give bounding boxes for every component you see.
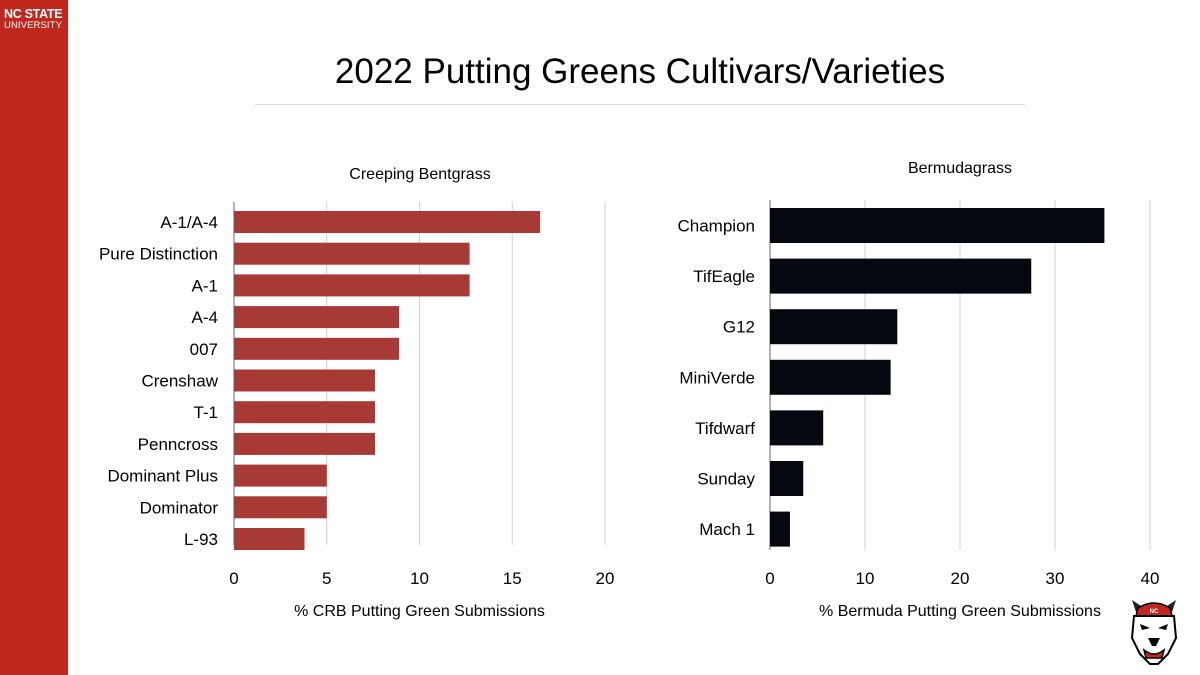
category-label: Crenshaw xyxy=(141,372,218,391)
bar xyxy=(234,432,375,455)
category-label: Penncross xyxy=(138,435,218,454)
bar xyxy=(234,464,327,487)
bar xyxy=(770,208,1105,243)
logo-line1: NC STATE xyxy=(4,7,63,21)
category-label: Champion xyxy=(678,217,756,236)
category-label: TifEagle xyxy=(693,267,755,286)
chart-title: Bermudagrass xyxy=(908,160,1012,177)
category-label: A-1/A-4 xyxy=(160,213,218,232)
bar xyxy=(770,511,790,547)
bar xyxy=(770,461,804,496)
x-axis-label: % CRB Putting Green Submissions xyxy=(294,603,545,620)
x-tick-label: 15 xyxy=(503,569,522,588)
category-label: G12 xyxy=(723,318,755,337)
category-label: Pure Distinction xyxy=(99,245,218,264)
category-label: A-4 xyxy=(192,308,218,327)
bar xyxy=(770,410,824,446)
brand-sidebar: NC STATE UNIVERSITY xyxy=(0,0,68,675)
category-label: A-1 xyxy=(192,276,218,295)
x-tick-label: 20 xyxy=(951,569,970,588)
x-tick-label: 30 xyxy=(1046,569,1065,588)
category-label: T-1 xyxy=(193,403,218,422)
title-divider xyxy=(255,104,1025,105)
category-label: Dominant Plus xyxy=(107,467,218,486)
bar xyxy=(234,306,400,329)
bar xyxy=(234,274,470,297)
bar xyxy=(234,528,305,550)
svg-text:NC: NC xyxy=(1150,609,1159,615)
category-label: L-93 xyxy=(184,530,218,549)
chart-bermudagrass: 0 10 20 30 40 Champion TifEagle G12 MiniVerde Tif… xyxy=(678,160,1160,620)
bar xyxy=(234,401,375,424)
x-tick-label: 0 xyxy=(229,569,238,588)
x-tick-label: 10 xyxy=(856,569,875,588)
bar xyxy=(234,496,327,519)
wolf-mascot-logo: NC xyxy=(1130,600,1178,665)
bar xyxy=(770,258,1032,294)
category-label: 007 xyxy=(190,340,218,359)
chart-title: Creeping Bentgrass xyxy=(349,166,490,183)
x-axis-label: % Bermuda Putting Green Submissions xyxy=(819,603,1101,620)
category-label: Dominator xyxy=(140,498,219,517)
bar xyxy=(234,211,541,233)
category-label: Tifdwarf xyxy=(695,419,755,438)
bar xyxy=(770,309,898,345)
bar xyxy=(234,369,375,392)
bar xyxy=(234,242,470,265)
x-tick-label: 40 xyxy=(1141,569,1160,588)
x-tick-label: 10 xyxy=(410,569,429,588)
category-label: MiniVerde xyxy=(679,368,755,387)
category-label: Sunday xyxy=(697,470,755,489)
category-label: Mach 1 xyxy=(699,520,755,539)
x-tick-label: 0 xyxy=(765,569,774,588)
logo-line2: UNIVERSITY xyxy=(4,19,63,31)
bar xyxy=(234,337,400,360)
x-tick-label: 20 xyxy=(596,569,615,588)
chart-creeping-bentgrass: 0 5 10 15 20 A-1/A-4 Pure Distinction A-1 A-4 007… xyxy=(99,166,615,620)
slide-title: 2022 Putting Greens Cultivars/Varieties xyxy=(334,52,946,91)
ncstate-logo: NC STATE UNIVERSITY xyxy=(4,7,63,31)
x-tick-label: 5 xyxy=(322,569,331,588)
bar xyxy=(770,359,891,395)
